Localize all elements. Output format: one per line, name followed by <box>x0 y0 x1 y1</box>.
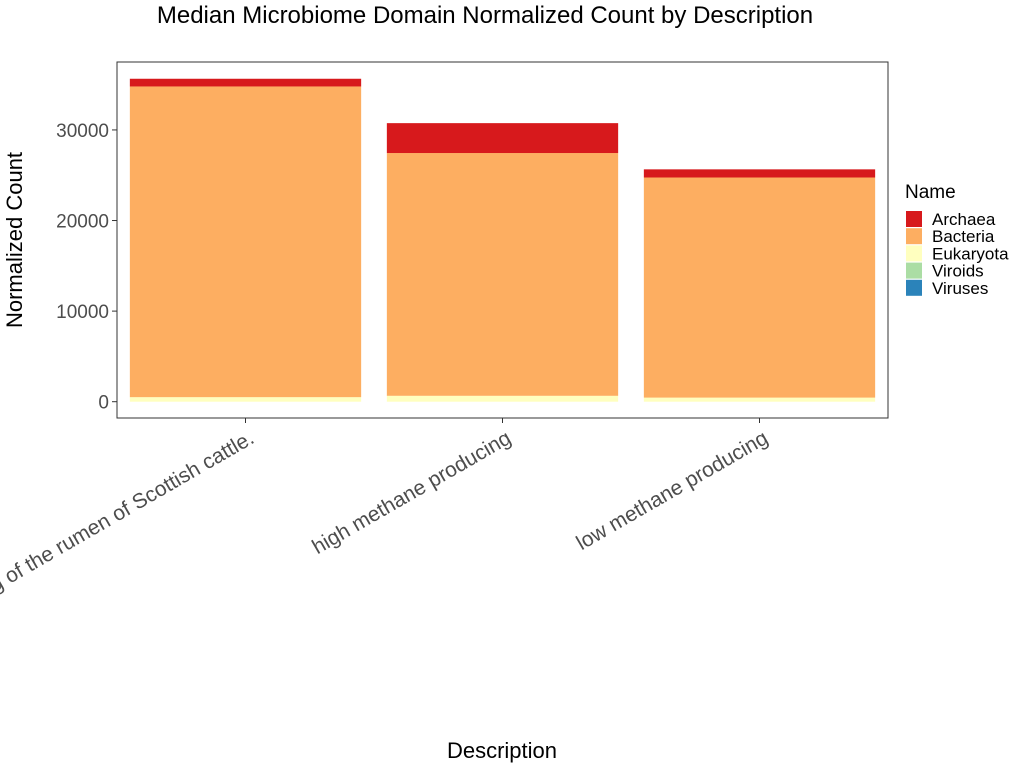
x-tick-label: low methane producing <box>572 426 772 554</box>
y-axis-title: Normalized Count <box>2 152 27 328</box>
x-axis-title: Description <box>447 738 557 763</box>
bar-segment-bacteria <box>643 177 876 398</box>
legend-label-eukaryota: Eukaryota <box>932 244 1009 263</box>
bar-segment-archaea <box>129 78 362 87</box>
bar-segment-archaea <box>386 123 619 154</box>
legend-label-viruses: Viruses <box>932 279 988 298</box>
legend-key-eukaryota <box>906 245 922 262</box>
legend-title: Name <box>905 182 956 203</box>
x-tick-label: high methane producing <box>308 426 515 559</box>
x-tick-label: Metagenomic sequencing of the rumen of S… <box>0 426 258 710</box>
bar-segment-bacteria <box>386 153 619 396</box>
y-tick-label: 30000 <box>56 121 109 142</box>
y-tick-label: 20000 <box>56 212 109 233</box>
bar-segment-eukaryota <box>386 395 619 402</box>
legend-label-archaea: Archaea <box>932 210 996 229</box>
legend-key-viruses <box>906 279 922 296</box>
bar-segment-eukaryota <box>129 397 362 402</box>
legend-label-viroids: Viroids <box>932 262 984 281</box>
legend: Name ArchaeaBacteriaEukaryotaViroidsViru… <box>905 182 1009 298</box>
y-axis: 0 10000 20000 30000 <box>56 121 117 414</box>
bar-segment-archaea <box>643 169 876 178</box>
bar-segment-eukaryota <box>643 397 876 402</box>
legend-key-viroids <box>906 262 922 279</box>
legend-key-archaea <box>906 211 922 227</box>
legend-label-bacteria: Bacteria <box>932 227 995 246</box>
bar-segment-bacteria <box>129 86 362 398</box>
chart-title: Median Microbiome Domain Normalized Coun… <box>157 2 813 29</box>
bars <box>129 78 876 402</box>
x-axis: Metagenomic sequencing of the rumen of S… <box>0 418 772 711</box>
y-tick-label: 10000 <box>56 302 109 323</box>
legend-key-bacteria <box>906 228 922 245</box>
y-tick-label: 0 <box>98 393 109 414</box>
